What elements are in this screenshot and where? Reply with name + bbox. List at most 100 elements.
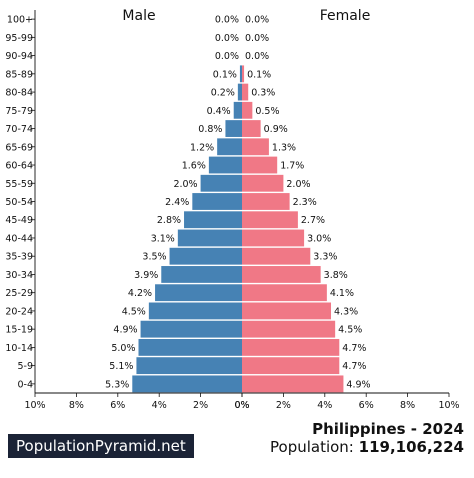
age-group-label: 85-89 [5, 69, 33, 80]
female-bar [242, 229, 305, 247]
female-value-label: 2.7% [301, 215, 325, 226]
x-tick-label: 6% [359, 400, 374, 411]
x-tick-label: 8% [400, 400, 415, 411]
male-bar [217, 138, 242, 156]
age-group-label: 15-19 [5, 325, 33, 336]
female-value-label: 4.3% [334, 306, 358, 317]
male-bar [169, 247, 242, 265]
male-bar [184, 211, 242, 229]
male-value-label: 3.9% [134, 270, 158, 281]
female-bar [242, 320, 336, 338]
x-tick-label: 4% [317, 400, 332, 411]
female-bar [242, 247, 311, 265]
x-tick-label: 6% [110, 400, 125, 411]
age-group-label: 10-14 [5, 343, 33, 354]
female-bar [242, 338, 340, 356]
x-tick-label: 4% [152, 400, 167, 411]
female-bar [242, 120, 261, 137]
country-year-title: Philippines - 2024 [312, 420, 464, 438]
female-bar [242, 156, 278, 174]
female-value-label: 4.7% [342, 361, 366, 372]
age-group-label: 65-69 [5, 142, 33, 153]
male-bar [225, 120, 242, 137]
x-tick-label: 2% [276, 400, 291, 411]
male-value-label: 3.5% [142, 252, 166, 263]
age-group-label: 45-49 [5, 215, 33, 226]
male-value-label: 5.3% [105, 379, 129, 390]
female-value-label: 0.0% [245, 51, 269, 62]
male-bar [192, 193, 242, 210]
male-bar [233, 101, 242, 119]
age-group-label: 0-4 [17, 379, 33, 390]
female-value-label: 0.5% [255, 106, 279, 117]
female-value-label: 2.3% [293, 197, 317, 208]
age-group-label: 50-54 [5, 197, 33, 208]
male-value-label: 2.8% [157, 215, 181, 226]
x-tick-label: 2% [193, 400, 208, 411]
male-value-label: 1.2% [190, 142, 214, 153]
male-value-label: 0.0% [215, 51, 239, 62]
female-bar [242, 101, 253, 119]
male-value-label: 3.1% [151, 233, 175, 244]
male-bar [177, 229, 242, 247]
age-group-label: 100+ [7, 15, 33, 26]
female-value-label: 0.0% [245, 15, 269, 26]
age-group-label: 40-44 [5, 233, 33, 244]
female-value-label: 0.9% [264, 124, 288, 135]
female-bar [242, 174, 284, 192]
female-value-label: 1.3% [272, 142, 296, 153]
female-value-label: 4.5% [338, 325, 362, 336]
female-value-label: 4.9% [346, 379, 370, 390]
female-bar [242, 138, 269, 156]
female-value-label: 1.7% [280, 161, 304, 172]
male-bar [132, 375, 242, 393]
male-value-label: 0.0% [215, 33, 239, 44]
male-value-label: 0.4% [207, 106, 231, 117]
male-value-label: 0.8% [198, 124, 222, 135]
female-bar [242, 375, 344, 393]
female-bar [242, 357, 340, 375]
male-value-label: 5.0% [111, 343, 135, 354]
male-bar [155, 284, 242, 302]
female-bar [242, 302, 332, 320]
male-bar [200, 174, 242, 192]
female-value-label: 0.0% [245, 33, 269, 44]
population-pyramid-chart: Male Female 100+ 0.0% 0.0% 95-99 0.0% 0.0% 90-94… [5, 8, 459, 411]
male-title: Male [122, 8, 155, 24]
male-bar [239, 65, 242, 83]
male-bar [148, 302, 242, 320]
x-tick-label: 10% [438, 400, 459, 411]
x-tick-label: 10% [24, 400, 45, 411]
female-bar [242, 284, 327, 302]
male-value-label: 1.6% [182, 161, 206, 172]
age-group-label: 35-39 [5, 252, 33, 263]
population-label: Population: [270, 438, 354, 456]
x-tick-label: 0% [234, 400, 249, 411]
male-bar [140, 320, 242, 338]
female-value-label: 3.3% [313, 252, 337, 263]
male-value-label: 0.1% [213, 69, 237, 80]
population-value: 119,106,224 [358, 438, 464, 456]
age-group-label: 60-64 [5, 161, 33, 172]
male-value-label: 0.2% [211, 88, 235, 99]
female-value-label: 3.0% [307, 233, 331, 244]
male-bar [136, 357, 242, 375]
male-value-label: 4.5% [122, 306, 146, 317]
age-group-label: 75-79 [5, 106, 33, 117]
male-value-label: 2.0% [173, 179, 197, 190]
male-value-label: 4.9% [113, 325, 137, 336]
male-value-label: 2.4% [165, 197, 189, 208]
male-bar [208, 156, 242, 174]
population-total: Population: 119,106,224 [270, 438, 464, 456]
female-value-label: 3.8% [324, 270, 348, 281]
x-tick-label: 0% [234, 400, 249, 411]
age-group-label: 95-99 [5, 33, 33, 44]
male-value-label: 4.2% [128, 288, 152, 299]
site-brand[interactable]: PopulationPyramid.net [8, 434, 194, 458]
male-bar [237, 83, 242, 101]
male-bar [138, 338, 242, 356]
age-group-label: 20-24 [5, 306, 33, 317]
x-tick-label: 8% [69, 400, 84, 411]
female-bar [242, 83, 249, 101]
